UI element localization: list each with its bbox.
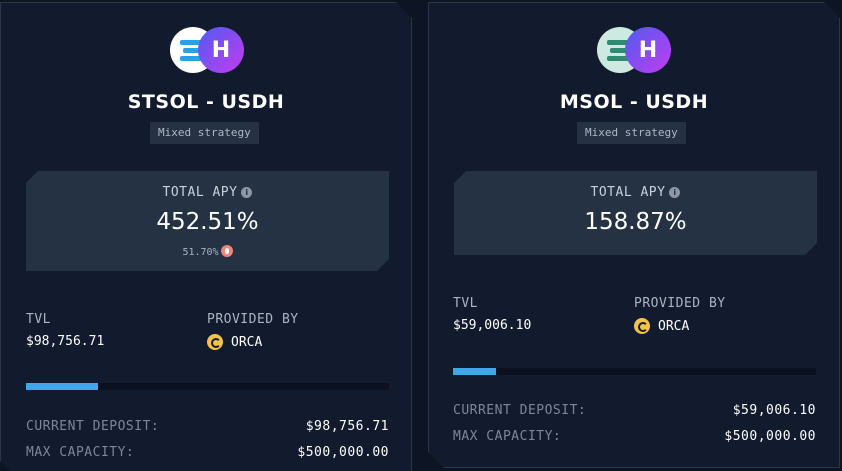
provider-block: PROVIDED BY ORCA — [207, 312, 299, 350]
token-pair: H — [597, 27, 671, 73]
current-deposit-row: CURRENT DEPOSIT: $59,006.10 — [453, 403, 816, 418]
tvl-label: TVL — [26, 312, 51, 327]
apy-box: TOTAL APY i 452.51% 51.70% — [26, 171, 389, 271]
tvl-value: $98,756.71 — [26, 334, 105, 349]
orca-icon — [634, 318, 650, 334]
apy-label-row: TOTAL APY i — [454, 185, 817, 200]
fire-icon — [221, 245, 233, 257]
max-capacity-label: MAX CAPACITY: — [26, 445, 135, 460]
current-deposit-label: CURRENT DEPOSIT: — [26, 419, 160, 434]
provider-block: PROVIDED BY ORCA — [634, 296, 726, 334]
apy-label: TOTAL APY — [590, 185, 666, 200]
max-capacity-row: MAX CAPACITY: $500,000.00 — [453, 429, 816, 444]
apy-sub-value: 51.70% — [182, 247, 219, 258]
capacity-progress-bar — [26, 383, 389, 390]
current-deposit-value: $59,006.10 — [732, 403, 816, 418]
info-icon[interactable]: i — [241, 187, 252, 198]
apy-box: TOTAL APY i 158.87% — [454, 171, 817, 255]
current-deposit-row: CURRENT DEPOSIT: $98,756.71 — [26, 419, 389, 434]
usdh-icon: H — [198, 27, 244, 73]
provider-row: ORCA — [207, 334, 299, 350]
strategy-card-msol-usdh[interactable]: H MSOL - USDH Mixed strategy TOTAL APY i … — [428, 2, 840, 468]
apy-sub-row: 51.70% — [26, 245, 389, 258]
provider-name: ORCA — [658, 318, 690, 334]
apy-label-row: TOTAL APY i — [26, 185, 389, 200]
capacity-progress-fill — [26, 383, 98, 390]
usdh-icon: H — [625, 27, 671, 73]
info-icon[interactable]: i — [669, 187, 680, 198]
apy-value: 452.51% — [156, 209, 259, 235]
pair-title: MSOL - USDH — [559, 91, 709, 113]
max-capacity-value: $500,000.00 — [724, 429, 816, 444]
tvl-block: TVL $59,006.10 — [453, 296, 531, 333]
token-pair: H — [170, 27, 244, 73]
strategy-badge: Mixed strategy — [577, 122, 686, 144]
strategy-badge: Mixed strategy — [150, 122, 259, 144]
pair-title: STSOL - USDH — [127, 91, 285, 113]
current-deposit-label: CURRENT DEPOSIT: — [453, 403, 587, 418]
current-deposit-value: $98,756.71 — [305, 419, 389, 434]
capacity-progress-fill — [453, 368, 496, 375]
max-capacity-row: MAX CAPACITY: $500,000.00 — [26, 445, 389, 460]
provided-by-label: PROVIDED BY — [207, 312, 299, 327]
strategy-card-stsol-usdh[interactable]: H STSOL - USDH Mixed strategy TOTAL APY i… — [0, 2, 412, 471]
apy-label: TOTAL APY — [162, 185, 238, 200]
apy-value: 158.87% — [584, 209, 687, 235]
orca-icon — [207, 334, 223, 350]
max-capacity-label: MAX CAPACITY: — [453, 429, 562, 444]
provider-name: ORCA — [231, 334, 263, 350]
capacity-progress-bar — [453, 368, 816, 375]
tvl-value: $59,006.10 — [453, 318, 532, 333]
provider-row: ORCA — [634, 318, 726, 334]
provided-by-label: PROVIDED BY — [634, 296, 726, 311]
tvl-block: TVL $98,756.71 — [26, 312, 104, 349]
max-capacity-value: $500,000.00 — [297, 445, 389, 460]
tvl-label: TVL — [453, 296, 478, 311]
